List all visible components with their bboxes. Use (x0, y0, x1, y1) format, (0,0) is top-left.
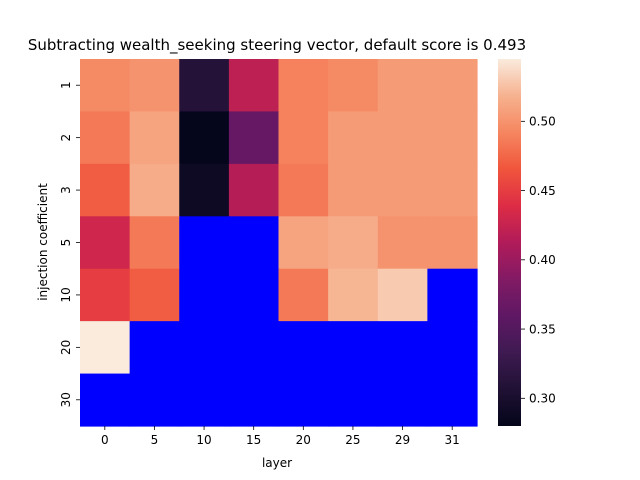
heatmap-cells (80, 59, 478, 427)
heatmap-cell (427, 321, 478, 375)
heatmap-cell (228, 268, 280, 322)
heatmap-cell (328, 216, 379, 270)
heatmap-cell (228, 163, 280, 217)
heatmap-cell (129, 373, 180, 427)
heatmap-cell (80, 268, 131, 322)
x-tick-label: 15 (246, 433, 261, 447)
heatmap-cell (179, 163, 230, 217)
heatmap-cell (80, 321, 131, 375)
heatmap-cell (228, 373, 280, 427)
y-tick-label: 5 (59, 239, 73, 247)
heatmap-cell (427, 216, 478, 270)
heatmap-cell (278, 163, 329, 217)
heatmap-cell (377, 268, 428, 322)
colorbar-ticks: 0.30 0.35 0.40 0.45 0.50 (521, 115, 556, 406)
heatmap-cell (129, 268, 180, 322)
x-tick-label: 0 (101, 433, 109, 447)
x-axis-ticks: 0 5 10 15 20 25 29 31 (101, 426, 460, 447)
heatmap-cell (377, 163, 428, 217)
x-tick-label: 20 (296, 433, 311, 447)
heatmap-cell (278, 268, 329, 322)
heatmap-cell (328, 59, 379, 113)
heatmap-cell (80, 111, 131, 165)
chart-title: Subtracting wealth_seeking steering vect… (28, 36, 526, 55)
heatmap-cell (179, 268, 230, 322)
heatmap-cell (80, 59, 131, 113)
heatmap-cell (278, 321, 329, 375)
x-tick-label: 31 (445, 433, 460, 447)
heatmap-cell (179, 111, 230, 165)
colorbar-tick-label: 0.30 (529, 392, 556, 406)
heatmap-cell (278, 373, 329, 427)
heatmap-cell (427, 59, 478, 113)
heatmap-cell (80, 216, 131, 270)
heatmap-cell (427, 111, 478, 165)
y-tick-label: 20 (59, 340, 73, 355)
heatmap-cell (179, 321, 230, 375)
heatmap-cell (377, 373, 428, 427)
colorbar-tick-label: 0.50 (529, 115, 556, 129)
colorbar-tick-label: 0.40 (529, 253, 556, 267)
heatmap-cell (129, 163, 180, 217)
x-tick-label: 5 (151, 433, 159, 447)
y-tick-label: 10 (59, 287, 73, 302)
heatmap-cell (328, 163, 379, 217)
heatmap-cell (427, 268, 478, 322)
y-tick-label: 1 (59, 81, 73, 89)
heatmap-cell (427, 163, 478, 217)
heatmap-cell (278, 216, 329, 270)
heatmap-cell (179, 216, 230, 270)
heatmap-cell (328, 111, 379, 165)
y-tick-label: 2 (59, 134, 73, 142)
heatmap-cell (278, 59, 329, 113)
heatmap-cell (328, 373, 379, 427)
x-tick-label: 10 (196, 433, 211, 447)
heatmap-cell (228, 59, 280, 113)
heatmap-cell (179, 59, 230, 113)
heatmap-cell (328, 321, 379, 375)
heatmap-cell (179, 373, 230, 427)
heatmap-cell (427, 373, 478, 427)
y-axis-ticks: 1 2 3 5 10 20 30 (59, 81, 80, 407)
heatmap-cell (80, 163, 131, 217)
heatmap-cell (328, 268, 379, 322)
heatmap-cell (377, 216, 428, 270)
heatmap-cell (228, 321, 280, 375)
heatmap-cell (129, 59, 180, 113)
heatmap-cell (377, 59, 428, 113)
colorbar-tick-label: 0.35 (529, 322, 556, 336)
x-axis-label: layer (262, 456, 292, 470)
y-tick-label: 3 (59, 186, 73, 194)
heatmap-cell (228, 111, 280, 165)
heatmap-cell (80, 373, 131, 427)
heatmap-cell (129, 111, 180, 165)
y-axis-label: injection coefficient (36, 183, 50, 301)
heatmap-cell (129, 216, 180, 270)
colorbar (498, 59, 521, 426)
heatmap-cell (278, 111, 329, 165)
heatmap-cell (377, 111, 428, 165)
colorbar-tick-label: 0.45 (529, 184, 556, 198)
heatmap-cell (129, 321, 180, 375)
y-tick-label: 30 (59, 392, 73, 407)
heatmap-cell (228, 216, 280, 270)
x-tick-label: 29 (395, 433, 410, 447)
x-tick-label: 25 (345, 433, 360, 447)
heatmap-cell (377, 321, 428, 375)
